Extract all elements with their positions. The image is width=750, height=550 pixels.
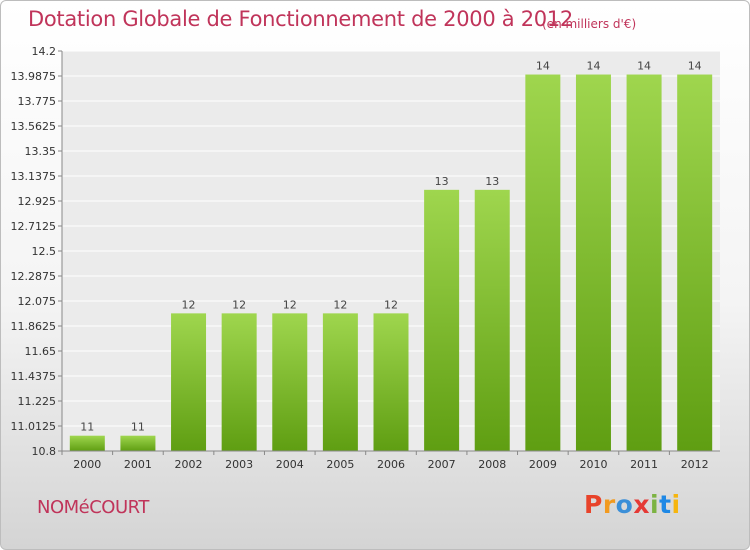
bar-2000 [69, 435, 105, 451]
bar-2009 [525, 74, 561, 451]
y-tick-label: 11.225 [18, 395, 57, 408]
y-tick-label: 11.65 [25, 345, 57, 358]
bar-2003 [221, 313, 257, 451]
logo-letter: i [671, 490, 681, 519]
bar-value-label: 13 [435, 175, 449, 188]
bar-value-label: 12 [182, 298, 196, 311]
x-tick-label: 2003 [225, 458, 253, 471]
bar-value-label: 13 [485, 175, 499, 188]
x-tick-label: 2000 [73, 458, 101, 471]
y-tick-label: 13.5625 [11, 120, 57, 133]
y-tick-label: 12.925 [18, 195, 57, 208]
y-tick-label: 12.7125 [11, 220, 57, 233]
bar-2005 [322, 313, 358, 451]
y-tick-label: 13.775 [18, 95, 57, 108]
y-tick-label: 12.2875 [11, 270, 57, 283]
logo-letter: x [633, 490, 650, 519]
bar-value-label: 14 [586, 60, 600, 73]
y-tick-label: 13.35 [25, 145, 57, 158]
x-tick-label: 2002 [175, 458, 203, 471]
x-tick-label: 2008 [478, 458, 506, 471]
proxiti-logo: Proxiti [584, 490, 681, 519]
bar-value-label: 11 [131, 421, 145, 434]
y-tick-label: 14.2 [32, 45, 57, 58]
y-tick-label: 10.8 [32, 445, 57, 458]
bar-2004 [272, 313, 308, 451]
chart-title: Dotation Globale de Fonctionnement de 20… [28, 7, 573, 31]
bar-value-label: 14 [688, 60, 702, 73]
y-tick-label: 13.1375 [11, 170, 57, 183]
x-tick-label: 2004 [276, 458, 304, 471]
chart-unit: (en milliers d'€) [542, 17, 637, 31]
y-tick-label: 11.8625 [11, 320, 57, 333]
bar-2006 [373, 313, 409, 451]
x-tick-label: 2001 [124, 458, 152, 471]
bar-2002 [171, 313, 207, 451]
y-tick-label: 11.4375 [11, 370, 57, 383]
bar-value-label: 12 [333, 298, 347, 311]
bar-value-label: 12 [384, 298, 398, 311]
bar-value-label: 12 [283, 298, 297, 311]
bar-value-label: 12 [232, 298, 246, 311]
x-tick-label: 2005 [326, 458, 354, 471]
x-tick-label: 2012 [681, 458, 709, 471]
logo-letter: i [650, 490, 660, 519]
bar-value-label: 14 [536, 60, 550, 73]
logo-letter: r [602, 490, 616, 519]
x-tick-label: 2006 [377, 458, 405, 471]
y-tick-label: 11.0125 [11, 420, 57, 433]
bar-value-label: 14 [637, 60, 651, 73]
x-tick-label: 2007 [428, 458, 456, 471]
bar-2012 [677, 74, 713, 451]
logo-letter: o [615, 490, 634, 519]
x-tick-label: 2010 [579, 458, 607, 471]
y-tick-label: 13.9875 [11, 70, 57, 83]
x-tick-label: 2011 [630, 458, 658, 471]
y-tick-label: 12.5 [32, 245, 57, 258]
bar-2010 [575, 74, 611, 451]
bar-value-label: 11 [80, 421, 94, 434]
y-tick-label: 12.075 [18, 295, 57, 308]
commune-name: NOMéCOURT [37, 497, 149, 518]
bar-2008 [474, 189, 510, 451]
x-tick-label: 2009 [529, 458, 557, 471]
bar-2007 [424, 189, 460, 451]
logo-letter: t [659, 490, 672, 519]
logo-letter: P [584, 490, 603, 519]
bar-2011 [626, 74, 662, 451]
bar-2001 [120, 435, 156, 451]
